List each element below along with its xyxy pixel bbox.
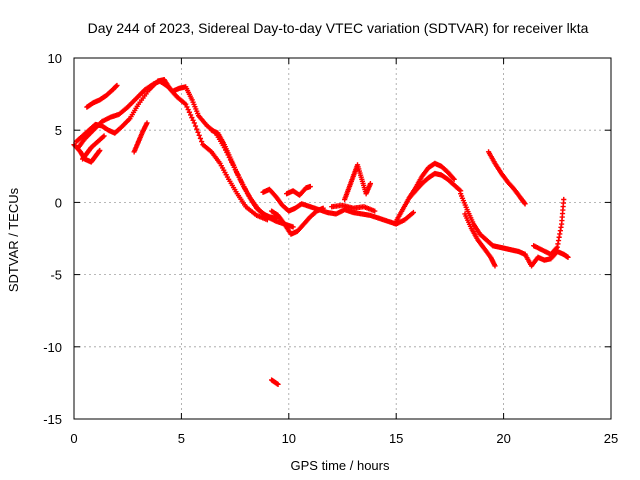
data-point bbox=[451, 176, 457, 182]
x-tick-label: 10 bbox=[282, 431, 296, 446]
data-point bbox=[450, 175, 456, 181]
data-point bbox=[410, 209, 416, 216]
data-point bbox=[561, 196, 567, 203]
data-point bbox=[492, 263, 498, 269]
x-axis-label: GPS time / hours bbox=[291, 458, 390, 473]
y-tick-label: 0 bbox=[55, 195, 62, 210]
data-track bbox=[393, 160, 457, 224]
y-tick-label: -15 bbox=[43, 412, 62, 427]
data-track bbox=[406, 170, 464, 201]
data-track bbox=[522, 248, 571, 269]
data-point bbox=[192, 123, 199, 129]
data-track bbox=[208, 127, 279, 221]
data-point bbox=[320, 205, 326, 211]
data-point bbox=[275, 381, 281, 387]
data-point bbox=[522, 201, 528, 207]
y-tick-label: 5 bbox=[55, 123, 62, 138]
data-point bbox=[194, 126, 200, 132]
grid bbox=[74, 58, 611, 419]
data-point bbox=[191, 120, 197, 126]
plot-frame bbox=[73, 57, 612, 420]
y-axis-label: SDTVAR / TECUs bbox=[6, 187, 21, 292]
data-track bbox=[269, 205, 326, 237]
y-tick-label: -5 bbox=[50, 268, 62, 283]
data-track bbox=[485, 149, 528, 207]
data-point bbox=[186, 109, 192, 115]
data-track bbox=[284, 183, 313, 198]
axis-ticks: 0 5 10 15 20 25 -15 -10 -5 0 5 10 bbox=[43, 51, 618, 446]
data-point bbox=[457, 187, 463, 193]
x-tick-label: 5 bbox=[178, 431, 185, 446]
data-point bbox=[184, 104, 190, 110]
x-tick-label: 25 bbox=[604, 431, 618, 446]
data-point bbox=[307, 183, 313, 190]
data-point bbox=[199, 138, 205, 145]
data-track bbox=[342, 162, 374, 203]
data-point bbox=[114, 82, 120, 89]
data-track bbox=[329, 202, 378, 214]
data-point bbox=[190, 117, 196, 123]
x-tick-label: 20 bbox=[496, 431, 510, 446]
data-point bbox=[367, 181, 374, 187]
y-tick-label: -10 bbox=[43, 340, 62, 355]
data-point bbox=[144, 120, 150, 126]
data-point bbox=[100, 134, 106, 140]
data-series bbox=[71, 77, 571, 387]
data-point bbox=[196, 132, 202, 138]
data-track bbox=[75, 78, 296, 230]
data-track bbox=[462, 211, 498, 269]
data-point bbox=[189, 115, 195, 121]
data-track bbox=[269, 377, 281, 387]
x-tick-label: 0 bbox=[70, 431, 77, 446]
data-track bbox=[531, 196, 567, 257]
data-track bbox=[79, 133, 107, 162]
data-point bbox=[185, 106, 191, 113]
data-point bbox=[197, 135, 204, 142]
data-track bbox=[84, 82, 120, 110]
data-point bbox=[188, 112, 194, 118]
data-point bbox=[97, 147, 103, 154]
chart-title: Day 244 of 2023, Sidereal Day-to-day VTE… bbox=[88, 20, 589, 36]
x-tick-label: 15 bbox=[389, 431, 403, 446]
data-point bbox=[290, 224, 296, 230]
data-track bbox=[260, 186, 416, 227]
data-point bbox=[565, 254, 571, 260]
data-track bbox=[131, 120, 150, 155]
data-point bbox=[195, 129, 201, 135]
y-tick-label: 10 bbox=[48, 51, 62, 66]
data-point bbox=[372, 208, 378, 214]
data-point bbox=[101, 133, 107, 139]
data-point bbox=[553, 245, 559, 251]
data-point bbox=[183, 101, 189, 107]
